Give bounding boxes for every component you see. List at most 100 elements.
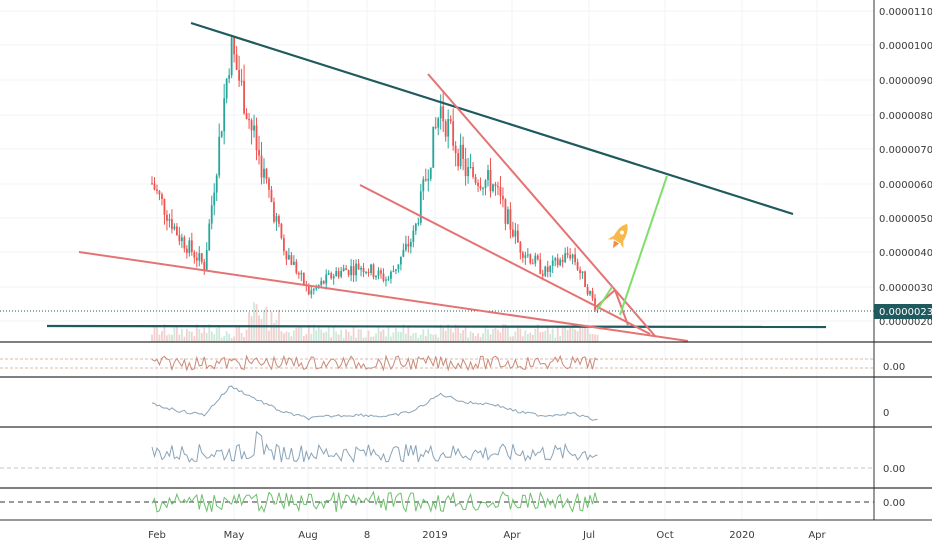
volume-bar — [449, 328, 452, 342]
candle-body — [280, 223, 283, 239]
candle-body — [166, 214, 168, 221]
volume-bar — [250, 316, 253, 342]
candle-body — [395, 269, 397, 271]
volume-bar — [564, 326, 567, 342]
candle-body — [427, 178, 430, 181]
candle-body — [392, 270, 395, 272]
volume-bar — [414, 332, 417, 342]
volume-bar — [375, 333, 377, 342]
volume-bar — [380, 331, 382, 342]
volume-bar — [223, 335, 226, 342]
volume-bar — [292, 330, 295, 342]
candle-body — [307, 285, 310, 295]
candle-body — [312, 288, 315, 291]
candle-body — [404, 243, 407, 250]
candle-body — [549, 265, 552, 272]
candle-body — [322, 280, 325, 284]
candle-body — [238, 69, 241, 81]
volume-bar — [492, 329, 494, 342]
candle-body — [385, 279, 387, 281]
candle-body — [482, 187, 484, 189]
candle-body — [472, 167, 474, 178]
candle-body — [337, 270, 340, 277]
candle-body — [502, 195, 504, 200]
x-tick-label: Aug — [298, 530, 318, 541]
candle-body — [153, 183, 156, 190]
candle-body — [315, 286, 318, 289]
volume-bar — [392, 332, 395, 342]
volume-bar — [188, 331, 191, 342]
candle-body — [414, 223, 417, 231]
candle-body — [330, 273, 333, 279]
volume-bar — [215, 328, 218, 342]
volume-bar — [459, 333, 462, 342]
x-tick-label: May — [224, 530, 245, 541]
candle-body — [586, 287, 589, 295]
candle-body — [551, 260, 554, 266]
candle-body — [263, 168, 265, 178]
candle-body — [469, 167, 472, 169]
volume-bar — [275, 319, 278, 342]
indicator-value-label: 0 — [883, 408, 889, 419]
candle-body — [188, 240, 191, 253]
volume-bar — [243, 337, 245, 342]
candle-body — [253, 125, 255, 131]
candle-body — [161, 194, 163, 199]
volume-bar — [200, 332, 203, 342]
candle-body — [516, 230, 519, 243]
candle-body — [434, 126, 437, 128]
volume-bar — [258, 315, 260, 342]
volume-bar — [273, 322, 275, 342]
candle-body — [459, 144, 462, 167]
candle-body — [327, 273, 330, 275]
volume-bar — [472, 332, 474, 342]
indicator-value-label: 0.00 — [883, 464, 905, 475]
candle-body — [235, 54, 238, 70]
volume-bar — [579, 327, 581, 342]
volume-bar — [482, 333, 484, 342]
candle-body — [178, 235, 181, 242]
volume-bar — [163, 324, 166, 342]
volume-bars — [151, 302, 599, 342]
volume-bar — [504, 324, 507, 342]
candle-body — [380, 270, 382, 274]
candle-body — [302, 272, 305, 285]
candle-body — [432, 126, 435, 168]
candle-body — [347, 270, 350, 276]
candle-body — [340, 270, 343, 277]
candle-body — [497, 186, 499, 188]
candle-body — [447, 119, 450, 137]
x-tick-label: 8 — [364, 530, 370, 541]
volume-bar — [325, 331, 328, 342]
volume-bar — [355, 337, 357, 342]
volume-bar — [377, 325, 380, 342]
volume-bar — [180, 328, 183, 342]
time-axis[interactable]: Feb May Aug 8 2019 Apr Jul Oct 2020 Apr — [148, 530, 826, 541]
volume-bar — [365, 337, 367, 342]
candle-body — [290, 255, 293, 265]
volume-bar — [340, 329, 343, 342]
candle-body — [208, 223, 211, 251]
candle-body — [569, 254, 572, 259]
candle-body — [424, 179, 427, 181]
candle-body — [437, 118, 440, 128]
candle-body — [539, 259, 542, 274]
volume-bar — [332, 326, 335, 342]
volume-bar — [360, 329, 362, 342]
volume-bar — [158, 334, 161, 342]
candle-body — [258, 150, 260, 156]
volume-bar — [566, 330, 569, 342]
volume-bar — [190, 331, 193, 342]
panel-separators — [0, 341, 932, 489]
candle-body — [325, 274, 328, 284]
volume-bar — [402, 324, 405, 342]
volume-bar — [477, 333, 479, 342]
volume-bar — [322, 332, 325, 342]
candle-body — [402, 249, 405, 257]
